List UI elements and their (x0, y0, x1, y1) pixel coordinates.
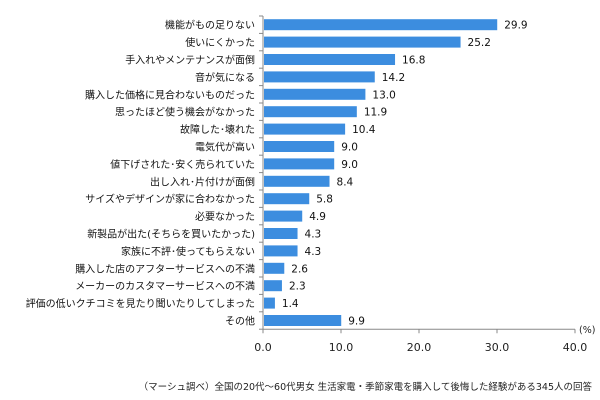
category-label: 手入れやメンテナンスが面倒 (125, 54, 255, 67)
data-label: 13.0 (372, 89, 395, 101)
category-label: 思ったほど使う機会がなかった (115, 106, 255, 119)
x-tick-label: 30.0 (485, 341, 510, 354)
category-label: 家族に不評･使ってもらえない (121, 245, 255, 258)
data-label: 25.2 (468, 37, 491, 49)
data-label: 2.6 (291, 263, 308, 275)
bar (264, 88, 366, 100)
category-label: その他 (225, 315, 255, 328)
data-label: 4.3 (305, 246, 322, 258)
bar (264, 210, 303, 222)
category-label: 使いにくかった (185, 36, 255, 49)
footnote: （マーシュ調べ）全国の20代～60代男女 生活家電・季節家電を購入して後悔した経… (138, 382, 592, 393)
category-label: 故障した･壊れた (180, 123, 255, 136)
category-label: 購入した価格に見合わないものだった (85, 88, 255, 101)
bar (264, 280, 282, 292)
bar (264, 262, 285, 274)
x-tick-label: 40.0 (563, 341, 588, 354)
bar (264, 54, 396, 65)
data-label: 8.4 (337, 176, 354, 188)
x-tick-label: 10.0 (329, 341, 354, 354)
data-label: 2.3 (289, 281, 306, 293)
category-label: 出し入れ･片付けが面倒 (150, 175, 255, 188)
category-label: 評価の低いクチコミを見たり聞いたりしてしまった (26, 297, 255, 310)
bar (264, 315, 342, 326)
data-label: 4.9 (309, 211, 326, 223)
bar (264, 228, 298, 239)
category-label: 新製品が出た(そちらを買いたかった) (87, 228, 255, 241)
data-label: 4.3 (305, 229, 322, 241)
x-tick-label: 20.0 (407, 341, 432, 354)
data-label: 5.8 (316, 194, 333, 206)
bar (264, 106, 357, 118)
bar (264, 297, 275, 309)
bar (264, 193, 310, 205)
category-label: 機能がもの足りない (165, 19, 255, 32)
data-label: 9.0 (341, 142, 358, 154)
bar (264, 245, 298, 257)
data-label: 16.8 (402, 55, 425, 67)
data-label: 11.9 (364, 107, 387, 119)
bar (264, 123, 346, 135)
bar (264, 158, 335, 170)
bar (264, 36, 461, 48)
bar (264, 71, 375, 83)
x-tick-label: 0.0 (254, 341, 272, 354)
data-label: 29.9 (504, 20, 527, 32)
bar (264, 19, 498, 31)
category-label: 音が気になる (195, 71, 255, 84)
bar (264, 175, 330, 187)
data-label: 10.4 (352, 124, 376, 136)
data-label: 9.9 (348, 316, 365, 328)
category-label: メーカーのカスタマーサービスへの不満 (75, 281, 255, 293)
category-label: 必要なかった (195, 210, 255, 223)
category-label: 購入した店のアフターサービスへの不満 (75, 262, 255, 275)
bar (264, 141, 335, 152)
data-label: 14.2 (382, 72, 405, 84)
category-label: 値下げされた･安く売られていた (110, 158, 255, 171)
category-label: 電気代が高い (195, 141, 255, 154)
data-label: 1.4 (282, 298, 299, 310)
data-label: 9.0 (341, 159, 358, 171)
unit-label: (%) (579, 325, 595, 336)
category-label: サイズやデザインが家に合わなかった (85, 193, 255, 206)
